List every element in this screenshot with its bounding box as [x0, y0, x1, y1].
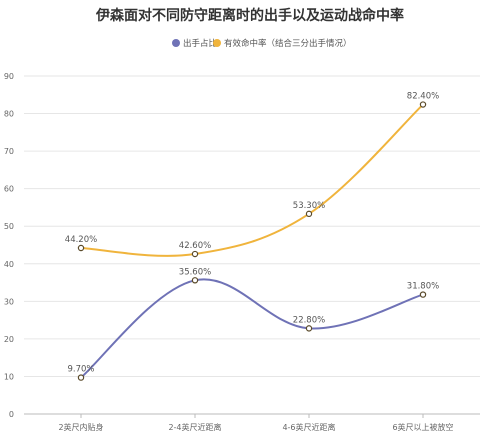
x-axis: 2英尺内贴身 2-4英尺近距离 4-6英尺近距离 6英尺以上被放空 [24, 413, 480, 432]
data-label: 35.60% [179, 267, 211, 277]
data-point[interactable] [305, 325, 313, 332]
data-point[interactable] [191, 250, 199, 258]
y-tick-label: 90 [4, 72, 14, 81]
data-label: 22.80% [293, 315, 325, 325]
grid-lines [24, 75, 480, 377]
y-tick-label: 10 [4, 372, 14, 381]
y-tick-label: 40 [4, 260, 14, 269]
y-tick-label: 20 [4, 335, 14, 344]
legend: 出手占比 有效命中率（结合三分出手情况） [172, 38, 352, 49]
legend-label-series-1: 出手占比 [183, 38, 217, 49]
x-tick-label: 2-4英尺近距离 [168, 422, 221, 432]
data-point[interactable] [191, 277, 199, 284]
y-tick-label: 30 [4, 297, 14, 306]
y-tick-label: 60 [4, 185, 14, 194]
data-label: 44.20% [65, 235, 97, 245]
chart-title: 伊森面对不同防守距离时的出手以及运动战命中率 [95, 7, 404, 24]
y-tick-label: 0 [9, 410, 14, 419]
series-1: 9.70% 35.60% 22.80% 31.80% [67, 267, 439, 381]
series-line [80, 103, 424, 257]
data-label: 82.40% [407, 92, 439, 102]
legend-marker-series-1 [172, 39, 180, 47]
y-tick-label: 70 [4, 147, 14, 156]
x-tick-label: 4-6英尺近距离 [282, 422, 335, 432]
series-line [80, 278, 424, 379]
data-point[interactable] [419, 101, 427, 108]
data-point[interactable] [419, 291, 427, 298]
data-label: 31.80% [407, 282, 439, 292]
y-tick-label: 80 [4, 110, 14, 119]
x-tick-label: 2英尺内贴身 [58, 422, 103, 432]
series-2: 44.20% 42.60% 53.30% 82.40% [65, 92, 439, 258]
x-tick-label: 6英尺以上被放空 [392, 422, 453, 432]
data-point[interactable] [77, 244, 85, 252]
data-label: 9.70% [67, 365, 94, 375]
data-point[interactable] [305, 210, 313, 218]
y-tick-label: 50 [4, 222, 14, 231]
data-label: 42.60% [179, 241, 211, 251]
legend-marker-series-2 [213, 39, 221, 47]
legend-item-series-1[interactable]: 出手占比 [172, 38, 217, 49]
y-axis: 0 10 20 30 40 50 60 70 80 90 [4, 72, 14, 419]
data-point[interactable] [77, 374, 85, 381]
legend-item-series-2[interactable]: 有效命中率（结合三分出手情况） [213, 38, 352, 49]
data-label: 53.30% [293, 201, 325, 211]
legend-label-series-2: 有效命中率（结合三分出手情况） [224, 38, 352, 49]
series: 9.70% 35.60% 22.80% 31.80% 44.20% 42.60% 53.30… [65, 92, 439, 381]
